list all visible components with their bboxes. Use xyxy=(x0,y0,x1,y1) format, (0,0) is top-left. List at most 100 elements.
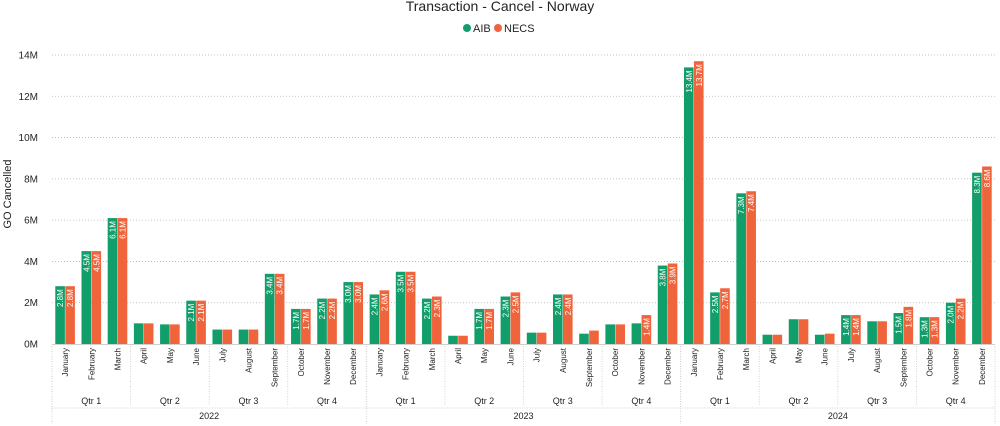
x-tick-month: July xyxy=(533,348,542,362)
x-tick-month: July xyxy=(218,348,227,362)
y-tick-label: 12M xyxy=(19,92,38,103)
data-label-aib: 2.5M xyxy=(711,295,720,313)
bar-necs xyxy=(746,191,756,344)
bar-necs xyxy=(353,282,364,344)
bar-necs xyxy=(432,296,442,344)
bar-aib xyxy=(710,292,720,344)
x-tick-month: May xyxy=(166,348,175,363)
data-label-necs: 1.7M xyxy=(485,312,494,330)
y-tick-label: 8M xyxy=(24,174,38,185)
bar-aib xyxy=(972,172,982,344)
bar-necs xyxy=(484,308,495,344)
bar-necs xyxy=(877,321,887,344)
bar-aib xyxy=(264,273,275,344)
data-label-aib: 2.2M xyxy=(318,301,327,319)
bar-necs xyxy=(301,308,311,344)
bar-aib xyxy=(317,298,327,344)
x-tick-quarter: Qtr 4 xyxy=(946,396,966,406)
bar-necs xyxy=(589,330,599,344)
x-tick-month: February xyxy=(87,348,96,380)
data-label-necs: 7.4M xyxy=(747,194,756,212)
data-label-necs: 1.4M xyxy=(852,318,861,336)
data-label-aib: 2.1M xyxy=(187,303,196,321)
bar-aib xyxy=(343,282,354,344)
x-tick-month: December xyxy=(664,348,673,385)
x-tick-quarter: Qtr 3 xyxy=(867,396,887,406)
x-tick-month: August xyxy=(873,347,882,373)
x-tick-month: April xyxy=(454,348,463,364)
x-tick-month: July xyxy=(847,348,856,362)
x-tick-year: 2023 xyxy=(513,411,533,421)
bar-necs xyxy=(641,315,652,344)
x-tick-year: 2022 xyxy=(199,411,219,421)
bar-aib xyxy=(448,335,458,344)
y-tick-label: 0M xyxy=(24,340,38,351)
data-label-aib: 2.2M xyxy=(423,301,432,319)
bar-aib xyxy=(605,324,615,344)
bar-aib xyxy=(133,323,144,344)
data-label-aib: 4.5M xyxy=(82,254,91,272)
data-label-aib: 3.5M xyxy=(397,274,406,292)
bar-aib xyxy=(55,286,65,344)
bar-necs xyxy=(929,317,940,344)
bar-aib xyxy=(788,319,799,344)
data-label-necs: 13.7M xyxy=(695,64,704,87)
bar-aib xyxy=(186,300,196,344)
y-tick-label: 2M xyxy=(24,298,38,309)
bar-necs xyxy=(720,288,730,344)
data-label-aib: 3.0M xyxy=(344,285,353,303)
data-label-necs: 8.6M xyxy=(983,169,992,187)
y-axis-ticks: 0M 2M 4M 6M 8M 10M 12M 14M xyxy=(19,51,38,351)
data-label-necs: 1.3M xyxy=(931,320,940,338)
bar-necs xyxy=(222,329,233,344)
x-tick-month: May xyxy=(795,348,804,363)
bar-aib xyxy=(814,334,825,344)
bar-necs xyxy=(903,306,914,344)
bar-aib xyxy=(526,332,537,344)
bar-aib xyxy=(893,313,904,344)
x-tick-month: January xyxy=(375,348,384,376)
data-label-necs: 6.1M xyxy=(118,221,127,239)
bar-necs xyxy=(143,323,154,344)
legend[interactable]: AIB NECS xyxy=(463,23,535,35)
x-tick-month: September xyxy=(585,348,594,387)
data-label-aib: 1.7M xyxy=(292,312,301,330)
data-label-aib: 1.4M xyxy=(842,318,851,336)
legend-label-necs: NECS xyxy=(504,23,535,35)
x-tick-month: September xyxy=(899,348,908,387)
bar-necs xyxy=(379,290,390,344)
x-tick-month: November xyxy=(637,348,646,385)
data-label-aib: 3.4M xyxy=(266,276,275,294)
x-tick-month: December xyxy=(978,348,987,385)
x-tick-month: April xyxy=(768,348,777,364)
x-tick-month: November xyxy=(323,348,332,385)
x-tick-month: October xyxy=(611,348,620,377)
bar-necs xyxy=(772,334,783,344)
bar-aib xyxy=(945,302,956,344)
bar-necs xyxy=(196,300,206,344)
x-tick-month: February xyxy=(716,348,725,380)
x-tick-month: March xyxy=(742,348,751,370)
data-label-aib: 2.0M xyxy=(947,305,956,323)
bar-aib xyxy=(238,329,249,344)
x-tick-quarter: Qtr 2 xyxy=(789,396,809,406)
bar-aib xyxy=(736,193,746,344)
bar-necs xyxy=(824,333,835,344)
data-label-necs: 2.8M xyxy=(66,289,75,307)
data-label-necs: 3.9M xyxy=(669,266,678,284)
x-tick-quarter: Qtr 1 xyxy=(81,396,101,406)
bar-aib xyxy=(552,294,563,344)
bar-necs xyxy=(170,324,180,344)
bar-aib xyxy=(631,323,642,344)
x-tick-month: March xyxy=(113,348,122,370)
bar-necs xyxy=(851,315,861,344)
data-label-aib: 13.4M xyxy=(685,70,694,93)
bar-necs xyxy=(248,329,259,344)
x-tick-month: August xyxy=(244,347,253,373)
x-tick-year: 2024 xyxy=(828,411,848,421)
bar-aib xyxy=(212,329,223,344)
x-tick-month: September xyxy=(271,348,280,387)
x-tick-month: October xyxy=(926,348,935,377)
bar-aib xyxy=(657,265,668,344)
x-tick-month: August xyxy=(559,347,568,373)
